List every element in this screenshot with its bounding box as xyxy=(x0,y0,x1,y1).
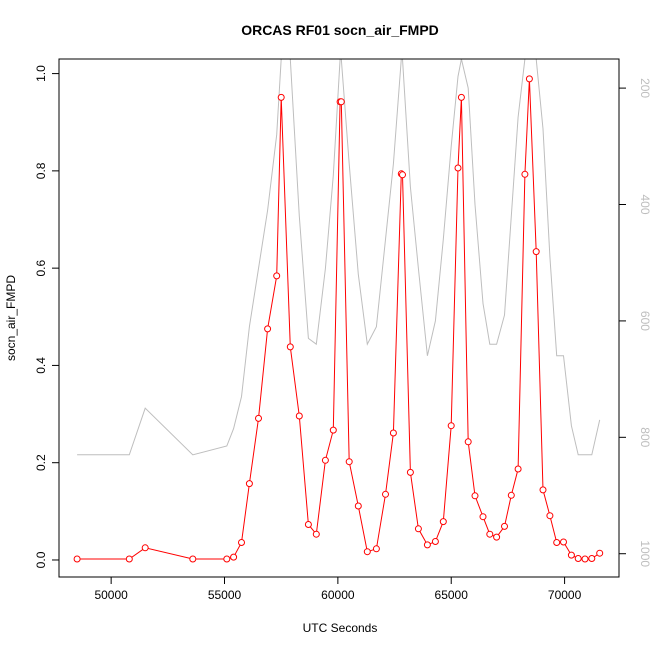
data-point xyxy=(507,491,515,499)
data-point xyxy=(189,555,197,563)
data-point xyxy=(581,555,589,563)
data-point xyxy=(539,486,547,494)
data-point xyxy=(277,93,285,101)
y2-tick-label: 600 xyxy=(638,311,650,331)
data-point xyxy=(382,490,389,498)
data-point xyxy=(245,480,253,488)
x-tick-label: 60000 xyxy=(321,588,355,602)
data-point xyxy=(406,468,414,476)
data-point xyxy=(486,530,494,538)
y2-tick-label: 200 xyxy=(638,78,650,98)
data-point xyxy=(321,456,329,464)
data-point xyxy=(493,533,501,541)
data-point xyxy=(304,521,312,528)
y2-tick-label: 800 xyxy=(638,427,650,447)
x-tick-label: 55000 xyxy=(208,588,242,602)
data-point xyxy=(73,555,81,563)
data-point xyxy=(223,555,231,563)
plot-frame xyxy=(58,58,620,578)
plot-area: 50000 55000 60000 65000 70000 0.0 0.2 0.4 0.6 0.8… xyxy=(34,58,650,602)
data-point xyxy=(399,171,406,179)
series-line-right xyxy=(77,59,601,456)
data-point xyxy=(363,548,371,556)
data-point xyxy=(329,426,337,434)
data-point xyxy=(514,465,522,473)
data-point xyxy=(560,538,567,546)
data-point xyxy=(345,458,353,466)
y-tick-label: 1.0 xyxy=(34,65,48,82)
data-point xyxy=(588,555,596,562)
data-point xyxy=(464,438,472,446)
y-axis-label: socn_air_FMPD xyxy=(4,275,18,361)
data-point xyxy=(125,555,133,563)
y-tick-label: 0.0 xyxy=(34,551,48,568)
x-tick-label: 50000 xyxy=(94,588,128,602)
data-point xyxy=(238,539,245,546)
data-point xyxy=(414,525,422,533)
y-tick-label: 0.4 xyxy=(34,357,48,374)
data-point xyxy=(423,541,431,549)
x-tick-label: 65000 xyxy=(435,588,469,602)
data-point xyxy=(596,549,604,557)
data-point xyxy=(431,538,439,545)
data-point xyxy=(286,343,294,351)
y2-tick-label: 400 xyxy=(638,194,650,214)
data-point xyxy=(312,530,320,538)
data-point xyxy=(457,93,465,101)
y-tick-label: 0.6 xyxy=(34,259,48,276)
data-point xyxy=(295,412,303,420)
data-point xyxy=(501,522,508,530)
data-point xyxy=(546,512,554,520)
data-point xyxy=(521,170,529,178)
data-point xyxy=(479,513,487,521)
data-point xyxy=(532,248,540,256)
data-point xyxy=(354,502,362,510)
data-point xyxy=(439,518,447,526)
y-tick-label: 0.8 xyxy=(34,162,48,179)
data-point xyxy=(525,75,533,83)
data-point xyxy=(447,422,455,430)
data-point xyxy=(372,545,380,553)
data-point xyxy=(574,555,582,562)
data-point xyxy=(230,553,238,561)
data-point xyxy=(454,164,462,172)
data-point xyxy=(337,98,345,106)
data-point xyxy=(255,414,262,422)
data-point xyxy=(553,539,561,546)
x-tick-label: 70000 xyxy=(548,588,582,602)
x-axis-label: UTC Seconds xyxy=(303,621,378,635)
data-point xyxy=(273,272,281,280)
chart-title: ORCAS RF01 socn_air_FMPD xyxy=(241,22,439,38)
y2-tick-label: 1000 xyxy=(638,540,650,567)
data-point xyxy=(389,429,397,437)
data-point xyxy=(264,325,272,333)
y-tick-label: 0.2 xyxy=(34,454,48,471)
data-point xyxy=(471,492,479,500)
series-line xyxy=(77,78,600,560)
data-point xyxy=(567,551,575,559)
data-point xyxy=(141,544,149,552)
